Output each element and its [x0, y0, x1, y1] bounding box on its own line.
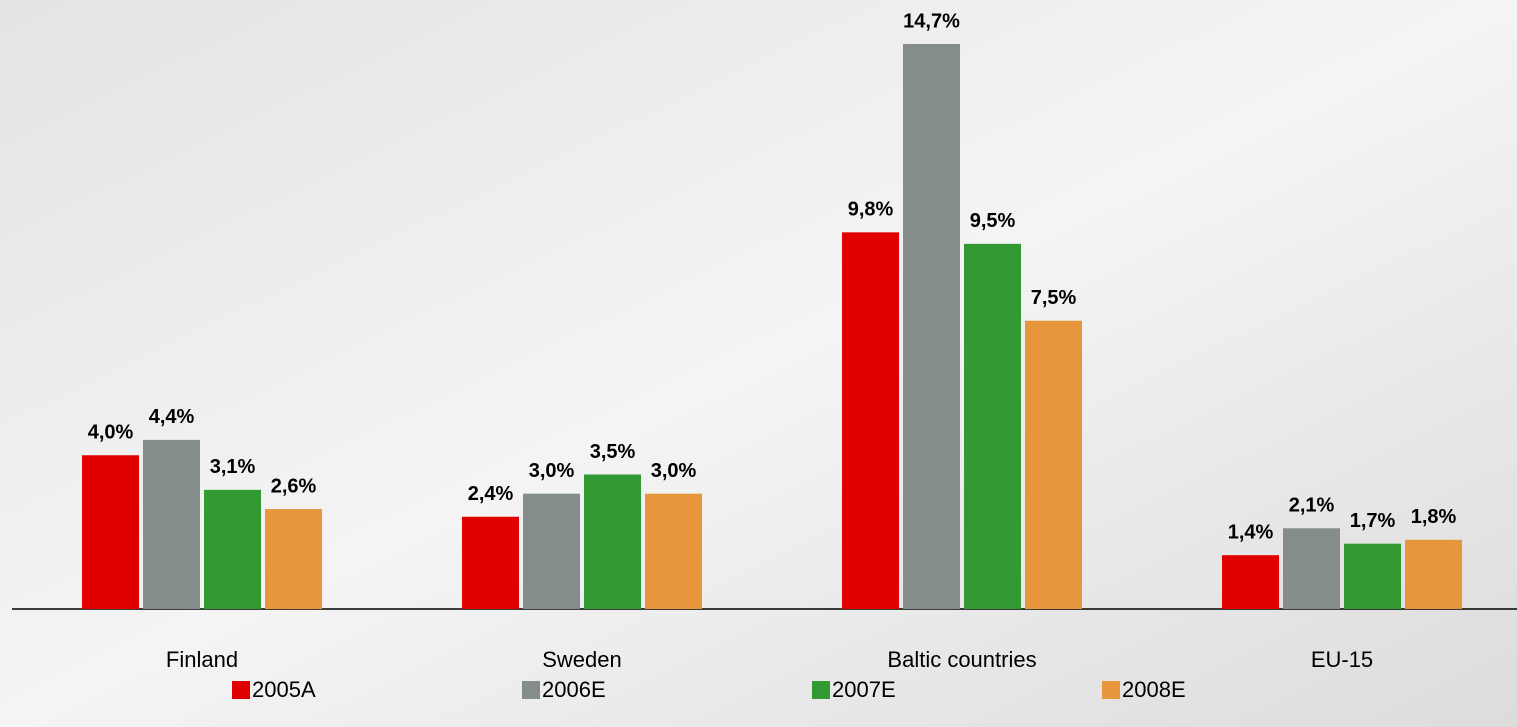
bar [1222, 555, 1279, 609]
bar [82, 455, 139, 609]
legend-swatch [1102, 681, 1120, 699]
value-label: 4,0% [88, 422, 134, 444]
bar [584, 474, 641, 609]
legend-swatch [812, 681, 830, 699]
bar [143, 439, 200, 609]
value-label: 14,7% [903, 10, 960, 32]
bar [964, 243, 1021, 609]
value-label: 2,4% [468, 483, 514, 505]
bar [1025, 320, 1082, 609]
value-label: 3,1% [210, 456, 256, 478]
legend-swatch [232, 681, 250, 699]
legend-label: 2008E [1122, 677, 1186, 702]
bar [265, 509, 322, 609]
x-tick-label: EU-15 [1311, 647, 1373, 672]
bar [1344, 543, 1401, 609]
value-label: 3,5% [590, 441, 636, 463]
value-label: 7,5% [1031, 287, 1077, 309]
bar [1283, 528, 1340, 609]
legend-label: 2006E [542, 677, 606, 702]
legend-swatch [522, 681, 540, 699]
value-label: 2,1% [1289, 495, 1335, 517]
x-tick-label: Sweden [542, 647, 622, 672]
x-tick-label: Baltic countries [887, 647, 1036, 672]
value-label: 1,8% [1411, 506, 1457, 528]
legend-label: 2005A [252, 677, 316, 702]
value-label: 4,4% [149, 406, 195, 428]
bar [842, 232, 899, 610]
value-label: 1,4% [1228, 521, 1274, 543]
bar [645, 493, 702, 609]
value-label: 9,8% [848, 199, 894, 221]
bar [523, 493, 580, 609]
bar [462, 516, 519, 609]
x-tick-label: Finland [166, 647, 238, 672]
value-label: 2,6% [271, 475, 317, 497]
value-label: 3,0% [529, 460, 575, 482]
bar [903, 44, 960, 609]
legend-label: 2007E [832, 677, 896, 702]
bar [204, 489, 261, 609]
bar [1405, 539, 1462, 609]
value-label: 9,5% [970, 210, 1016, 232]
value-label: 1,7% [1350, 510, 1396, 532]
value-label: 3,0% [651, 460, 697, 482]
